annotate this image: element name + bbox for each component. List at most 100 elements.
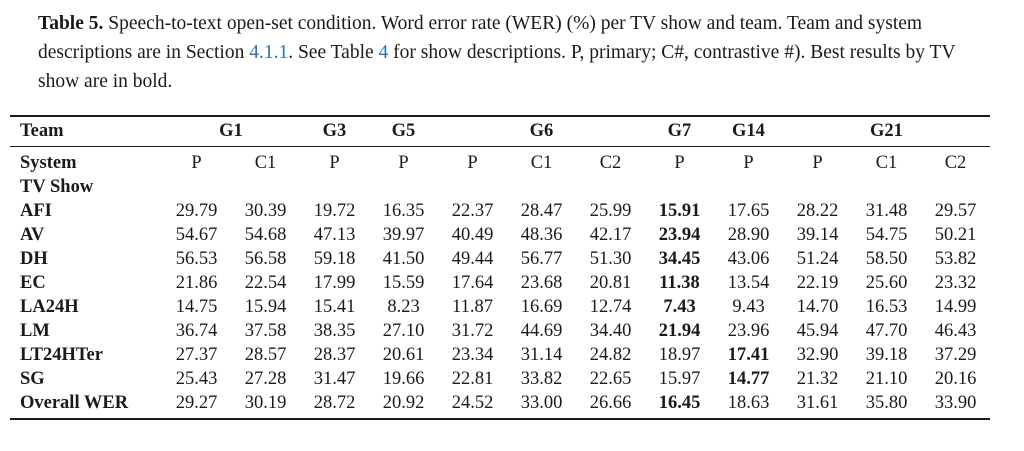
tvshow-header-row: TV Show [10,175,990,199]
system-label: P [743,153,754,173]
wer-cell: 14.99 [934,297,977,317]
wer-cell: 9.43 [732,297,765,317]
wer-cell: 21.94 [658,321,701,341]
wer-cell: 33.00 [507,391,576,420]
system-header: System [20,153,77,173]
wer-cell: 7.43 [663,297,696,317]
wer-cell: 18.63 [714,391,783,420]
wer-cell: 54.75 [865,225,908,245]
wer-cell: 18.97 [658,345,701,365]
wer-cell: 19.72 [313,201,356,221]
system-label: P [329,153,340,173]
wer-cell: 56.53 [175,249,218,269]
system-label: P [674,153,685,173]
wer-cell: 47.70 [865,321,908,341]
wer-cell: 15.97 [658,369,701,389]
team-group-g7: G7 [645,115,714,147]
wer-cell: 39.97 [382,225,425,245]
wer-cell: 14.70 [796,297,839,317]
wer-cell: 56.58 [244,249,287,269]
wer-cell: 25.60 [865,273,908,293]
table-link[interactable]: 4 [378,42,389,63]
tvshow-header-spacer [162,175,990,199]
wer-cell: 13.54 [727,273,770,293]
wer-cell: 51.24 [796,249,839,269]
system-label: C1 [530,153,553,173]
wer-cell: 46.43 [934,321,977,341]
wer-cell: 22.19 [796,273,839,293]
caption-text-1: Speech-to-text open-set condition. Word … [38,13,923,63]
wer-cell: 17.65 [727,201,770,221]
wer-cell: 34.40 [589,321,632,341]
wer-cell: 39.18 [865,345,908,365]
team-group-g21: G21 [783,115,990,147]
wer-cell: 58.50 [865,249,908,269]
wer-cell: 22.54 [244,273,287,293]
wer-cell: 31.72 [451,321,494,341]
system-label: P [812,153,823,173]
table-row: DH 56.53 56.58 59.18 41.50 49.44 56.77 51.30 34.… [10,247,990,271]
wer-cell: 22.37 [451,201,494,221]
wer-cell: 17.99 [313,273,356,293]
wer-cell: 28.37 [313,345,356,365]
table-row: LT24HTer 27.37 28.57 28.37 20.61 23.34 31.14 24… [10,343,990,367]
system-label: P [191,153,202,173]
table-row: AFI 29.79 30.39 19.72 16.35 22.37 28.47 25.99 15… [10,199,990,223]
wer-cell: 29.57 [934,201,977,221]
section-link[interactable]: 4.1.1 [249,42,289,63]
wer-cell: 40.49 [451,225,494,245]
tv-show-label: EC [20,273,46,293]
wer-cell: 45.94 [796,321,839,341]
tv-show-label: AFI [20,201,52,221]
wer-cell: 20.61 [382,345,425,365]
wer-cell: 15.94 [244,297,287,317]
wer-cell: 28.47 [520,201,563,221]
wer-cell: 34.45 [658,249,701,269]
wer-cell: 11.38 [659,273,700,293]
tv-show-label: AV [20,225,45,245]
wer-cell: 11.87 [452,297,493,317]
wer-cell: 14.75 [175,297,218,317]
wer-cell: 54.67 [175,225,218,245]
table-caption: Table 5. Speech-to-text open-set conditi… [38,9,988,96]
wer-cell: 21.86 [175,273,218,293]
team-group-g1: G1 [162,115,300,147]
team-group-g14: G14 [714,115,783,147]
wer-cell: 47.13 [313,225,356,245]
tvshow-header: TV Show [20,177,94,197]
wer-cell: 24.82 [589,345,632,365]
wer-cell: 16.69 [520,297,563,317]
team-header: Team [10,115,162,147]
wer-cell: 54.68 [244,225,287,245]
table-row: LA24H 14.75 15.94 15.41 8.23 11.87 16.69 12.74 7… [10,295,990,319]
wer-cell: 44.69 [520,321,563,341]
tv-show-label: DH [20,249,48,269]
wer-cell: 20.16 [934,369,977,389]
wer-cell: 22.81 [451,369,494,389]
table-row: LM 36.74 37.58 38.35 27.10 31.72 44.69 34.40 21.… [10,319,990,343]
wer-cell: 53.82 [934,249,977,269]
wer-cell: 36.74 [175,321,218,341]
wer-cell: 19.66 [382,369,425,389]
wer-cell: 50.21 [934,225,977,245]
wer-cell: 49.44 [451,249,494,269]
caption-label: Table 5. [38,13,104,34]
system-label: C2 [944,153,967,173]
table-row: Overall WER 29.27 30.19 28.72 20.92 24.52 33.0… [10,391,990,420]
wer-cell: 21.32 [796,369,839,389]
wer-cell: 38.35 [313,321,356,341]
wer-cell: 16.53 [865,297,908,317]
wer-cell: 32.90 [796,345,839,365]
wer-cell: 39.14 [796,225,839,245]
wer-cell: 23.96 [727,321,770,341]
wer-cell: 25.99 [589,201,632,221]
wer-cell: 8.23 [387,297,420,317]
wer-cell: 21.10 [865,369,908,389]
team-group-g3: G3 [300,115,369,147]
wer-cell: 28.90 [727,225,770,245]
tv-show-label: SG [20,369,45,389]
wer-cell: 12.74 [589,297,632,317]
wer-cell: 26.66 [576,391,645,420]
wer-cell: 25.43 [175,369,218,389]
